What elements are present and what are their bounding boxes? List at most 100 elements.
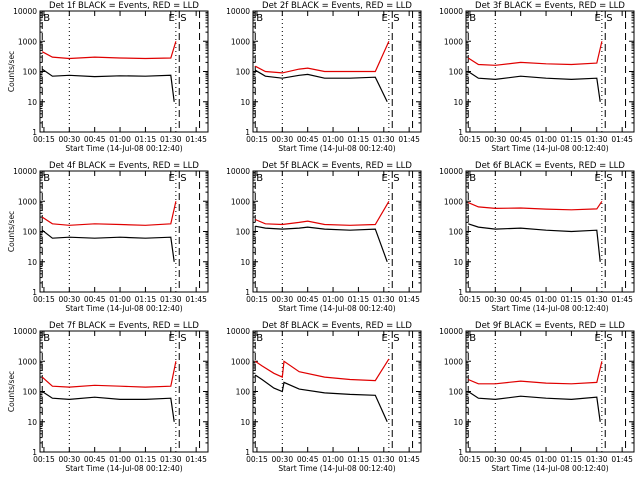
lld-series-line: [467, 200, 603, 211]
events-series-line: [467, 390, 601, 422]
panel-title: Det 7f BLACK = Events, RED = LLD: [49, 321, 199, 331]
marker-label-b: B: [469, 333, 476, 344]
x-axis-label: Start Time (14-Jul-08 00:12:40): [278, 304, 395, 313]
detector-panel: Det 3f BLACK = Events, RED = LLD 1 10 100 10…: [439, 1, 635, 153]
panel-title: Det 1f BLACK = Events, RED = LLD: [49, 1, 199, 11]
y-tick-label: 1: [32, 288, 37, 297]
x-tick-label: 01:00: [109, 135, 131, 144]
x-tick-label: 01:45: [611, 135, 633, 144]
y-tick-label: 10000: [226, 7, 250, 16]
x-tick-label: 01:15: [135, 135, 157, 144]
y-tick-label: 100: [449, 68, 464, 77]
events-series-line: [41, 229, 175, 262]
x-axis-label: Start Time (14-Jul-08 00:12:40): [278, 144, 395, 153]
marker-label-b: B: [43, 173, 50, 184]
plot-frame: [465, 170, 635, 293]
x-tick-label: 00:15: [459, 135, 481, 144]
marker-label-e: E: [169, 173, 175, 184]
marker-label-b: B: [469, 173, 476, 184]
y-tick-label: 100: [236, 68, 251, 77]
lld-series-line: [467, 361, 603, 385]
marker-label-e: E: [169, 333, 175, 344]
x-axis-label: Start Time (14-Jul-08 00:12:40): [278, 464, 395, 473]
x-tick-label: 01:00: [535, 455, 557, 464]
y-tick-label: 10: [27, 98, 37, 107]
marker-label-b: B: [256, 333, 263, 344]
x-tick-label: 01:30: [586, 455, 608, 464]
x-tick-label: 00:30: [484, 455, 506, 464]
marker-label-e: E: [169, 13, 175, 24]
marker-label-s: S: [393, 333, 399, 344]
y-tick-label: 100: [449, 388, 464, 397]
x-tick-label: 01:45: [185, 135, 207, 144]
plot-frame: [465, 10, 635, 133]
x-tick-label: 00:45: [297, 455, 319, 464]
x-tick-label: 00:45: [84, 135, 106, 144]
y-tick-label: 1000: [444, 357, 463, 366]
lld-series-line: [254, 41, 390, 74]
y-tick-label: 1000: [231, 357, 250, 366]
detector-panel: Det 5f BLACK = Events, RED = LLD 1 10 100 10…: [226, 161, 422, 313]
x-tick-label: 00:45: [510, 455, 532, 464]
marker-label-s: S: [606, 333, 612, 344]
y-tick-label: 1000: [444, 197, 463, 206]
detector-panel: Det 6f BLACK = Events, RED = LLD 1 10 100 10…: [439, 161, 635, 313]
x-tick-label: 01:00: [535, 135, 557, 144]
detector-panel: Det 8f BLACK = Events, RED = LLD 1 10 100 10…: [226, 321, 422, 473]
y-tick-label: 10000: [13, 167, 37, 176]
marker-label-e: E: [595, 333, 601, 344]
detector-panel: Det 9f BLACK = Events, RED = LLD 1 10 100 10…: [439, 321, 635, 473]
x-tick-label: 01:00: [322, 135, 344, 144]
y-tick-label: 10: [27, 418, 37, 427]
lld-series-line: [254, 200, 390, 226]
events-series-line: [41, 390, 175, 422]
marker-label-e: E: [382, 13, 388, 24]
panel-title: Det 2f BLACK = Events, RED = LLD: [262, 1, 412, 11]
events-series-line: [41, 68, 175, 102]
plot-frame: [39, 170, 209, 293]
lld-series-line: [41, 361, 177, 388]
x-axis-label: Start Time (14-Jul-08 00:12:40): [65, 144, 182, 153]
x-tick-label: 00:45: [297, 295, 319, 304]
x-tick-label: 01:45: [611, 295, 633, 304]
x-tick-label: 00:45: [510, 135, 532, 144]
y-tick-label: 100: [236, 388, 251, 397]
lld-series-line: [467, 41, 603, 66]
y-tick-label: 1000: [18, 357, 37, 366]
plot-frame: [252, 170, 422, 293]
x-tick-label: 01:00: [322, 295, 344, 304]
y-tick-label: 1: [32, 448, 37, 457]
x-tick-label: 01:00: [322, 455, 344, 464]
y-tick-label: 10: [240, 258, 250, 267]
marker-label-e: E: [382, 333, 388, 344]
panel-title: Det 3f BLACK = Events, RED = LLD: [475, 1, 625, 11]
panel-title: Det 8f BLACK = Events, RED = LLD: [262, 321, 412, 331]
y-tick-label: 10000: [439, 167, 463, 176]
x-tick-label: 01:45: [398, 135, 420, 144]
detector-panel: Det 7f BLACK = Events, RED = LLD 1 10 100 10…: [7, 321, 209, 473]
y-tick-label: 1: [458, 448, 463, 457]
x-tick-label: 00:15: [33, 455, 55, 464]
x-tick-label: 00:15: [459, 455, 481, 464]
detector-panel: Det 4f BLACK = Events, RED = LLD 1 10 100 10…: [7, 161, 209, 313]
y-tick-label: 10000: [226, 167, 250, 176]
x-tick-label: 01:00: [109, 295, 131, 304]
x-tick-label: 01:30: [373, 135, 395, 144]
y-tick-label: 10: [453, 258, 463, 267]
y-tick-label: 10000: [439, 7, 463, 16]
x-tick-label: 01:30: [373, 455, 395, 464]
y-tick-label: 1000: [18, 37, 37, 46]
y-tick-label: 1: [245, 448, 250, 457]
y-tick-label: 1000: [231, 197, 250, 206]
events-series-line: [467, 70, 601, 102]
y-tick-label: 1: [32, 128, 37, 137]
events-series-line: [254, 374, 388, 423]
x-axis-label: Start Time (14-Jul-08 00:12:40): [491, 464, 608, 473]
x-tick-label: 00:30: [484, 295, 506, 304]
lld-series-line: [41, 41, 177, 60]
y-tick-label: 10: [453, 418, 463, 427]
x-tick-label: 01:15: [561, 295, 583, 304]
x-tick-label: 00:45: [84, 455, 106, 464]
y-tick-label: 1: [458, 288, 463, 297]
marker-label-b: B: [43, 333, 50, 344]
